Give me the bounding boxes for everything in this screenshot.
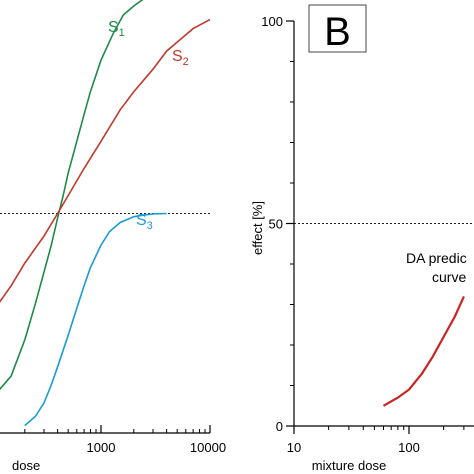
annotation-line-2: curve <box>432 269 466 285</box>
annotation-line-1: DA predic <box>406 250 467 266</box>
y-axis-label: effect [%] <box>250 201 265 255</box>
x-axis-label: dose <box>12 458 40 473</box>
panel-label: B <box>324 10 351 54</box>
y-tick-label: 0 <box>276 419 283 434</box>
series-label-s2: S2 <box>172 48 189 68</box>
series-label-s1: S1 <box>108 19 125 39</box>
series-line-s1 <box>0 0 144 391</box>
x-axis-label: mixture dose <box>312 458 386 473</box>
x-tick-label: 10000 <box>190 440 226 455</box>
panel-a: 1000 10000 dose S1 S2 S3 <box>0 0 226 473</box>
series-label-s3: S3 <box>136 212 153 232</box>
x-tick-label: 1000 <box>87 440 116 455</box>
x-tick-label: 10 <box>287 440 301 455</box>
series-line-s3 <box>24 212 167 427</box>
series-line-s2 <box>0 18 211 303</box>
panel-b: 0 50 100 10 100 effect [%] mixture dose B DA pre… <box>250 4 474 473</box>
panel-label-box <box>308 4 367 53</box>
y-tick-label: 100 <box>261 14 283 29</box>
series-line-da-prediction <box>382 295 465 407</box>
y-tick-label: 50 <box>269 217 283 232</box>
x-tick-label: 100 <box>398 440 420 455</box>
